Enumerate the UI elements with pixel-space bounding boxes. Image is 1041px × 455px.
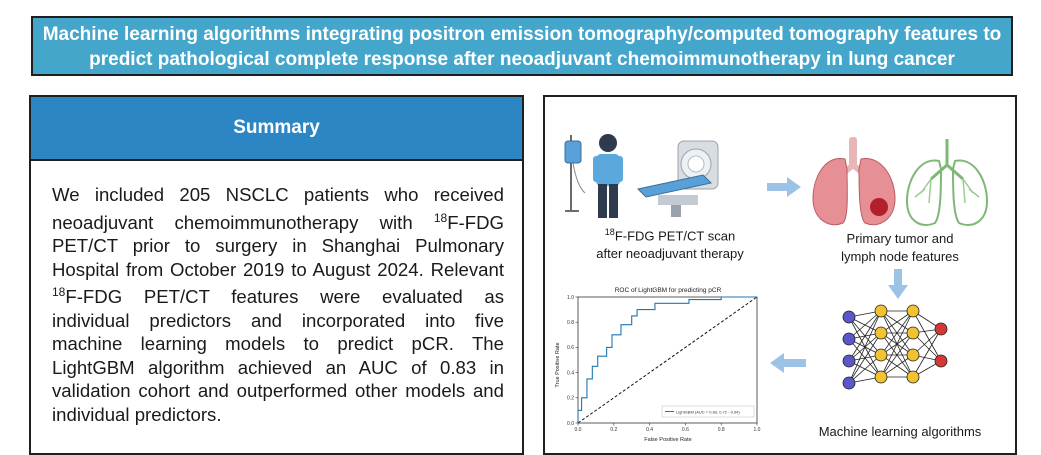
roc-legend-label: LightGBM (AUC = 0.83, 0.72 - 0.94) [676, 409, 740, 414]
roc-x-tick-label: 0.0 [575, 427, 582, 433]
nn-connection [848, 332, 882, 384]
ct-scanner-icon [636, 140, 719, 217]
nn-hidden-node [874, 304, 888, 318]
nn-connection [848, 310, 882, 340]
roc-x-axis-label: False Positive Rate [644, 437, 691, 443]
roc-y-tick-label: 0.2 [567, 396, 574, 402]
features-label-line-2: lymph node features [841, 249, 959, 264]
down-arrow-icon [888, 269, 908, 299]
features-label: Primary tumor and lymph node features [815, 230, 985, 266]
patient-icon [593, 134, 623, 218]
nn-input-node [842, 354, 856, 368]
roc-x-tick-label: 0.8 [718, 427, 725, 433]
title-banner: Machine learning algorithms integrating … [31, 16, 1013, 76]
roc-chart-title: ROC of LightGBM for predicting pCR [615, 287, 722, 294]
pet-ct-scan-illustration [564, 134, 719, 218]
nn-connection [912, 310, 942, 362]
roc-curve-lightgbm [577, 296, 757, 423]
roc-x-tick-label: 1.0 [754, 427, 761, 433]
nn-connection [880, 332, 914, 378]
scan-superscript: 18 [604, 227, 615, 237]
roc-y-tick-label: 0.6 [567, 345, 574, 351]
nn-hidden-node [874, 326, 888, 340]
lymph-node-icon [905, 139, 989, 226]
roc-y-tick-label: 0.0 [567, 421, 574, 427]
nn-connection [880, 310, 914, 378]
nn-input-node [842, 376, 856, 390]
nn-output-node [934, 322, 948, 336]
roc-x-tick-label: 0.6 [682, 427, 689, 433]
nn-hidden-node [874, 370, 888, 384]
ml-label: Machine learning algorithms [818, 424, 982, 439]
nn-connection [848, 310, 882, 384]
nn-connection [848, 310, 882, 362]
scan-label: 18F-FDG PET/CT scan after neoadjuvant the… [559, 223, 781, 263]
scan-label-line-1: F-FDG PET/CT scan [614, 228, 736, 244]
roc-y-axis-label: True Positive Rate [555, 342, 561, 387]
summary-text-c: F-FDG PET/CT features were evaluated as … [52, 286, 504, 425]
nn-hidden-node [874, 348, 888, 362]
right-arrow-icon [767, 177, 801, 197]
figure-panel: 18F-FDG PET/CT scan after neoadjuvant the… [543, 95, 1017, 455]
roc-x-tick-label: 0.4 [646, 427, 653, 433]
nn-connection [912, 332, 942, 362]
roc-y-tick-label: 1.0 [567, 295, 574, 301]
summary-text-b: F-FDG PET/CT prior to surgery in Shangha… [52, 211, 504, 280]
nn-connection [912, 328, 942, 378]
summary-text-a: We included 205 NSCLC patients who recei… [52, 184, 504, 233]
roc-chart: ROC of LightGBM for predicting pCR False… [555, 287, 761, 443]
nn-hidden-node [906, 370, 920, 384]
roc-legend-box [661, 405, 755, 418]
nn-connection [880, 310, 914, 356]
summary-paragraph: We included 205 NSCLC patients who recei… [52, 183, 504, 426]
roc-x-tick-label: 0.2 [610, 427, 617, 433]
summary-panel: Summary We included 205 NSCLC patients w… [29, 95, 524, 455]
roc-y-tick-label: 0.4 [567, 370, 574, 376]
title-line-2: predict pathological complete response a… [89, 49, 955, 70]
nn-connection [880, 354, 914, 378]
roc-chance-line [577, 296, 758, 424]
nn-hidden-node [906, 348, 920, 362]
nn-input-node [842, 332, 856, 346]
nn-hidden-node [906, 326, 920, 340]
lungs-illustration [812, 137, 989, 226]
nn-output-node [934, 354, 948, 368]
iv-drip-icon [564, 135, 586, 212]
superscript-18: 18 [52, 285, 66, 300]
title-line-1: Machine learning algorithms integrating … [42, 24, 1002, 45]
features-label-line-1: Primary tumor and [846, 231, 954, 246]
neural-network-diagram [842, 304, 948, 390]
nn-input-node [842, 310, 856, 324]
nn-connection [880, 310, 914, 334]
roc-y-tick-label: 0.8 [567, 320, 574, 326]
summary-heading: Summary [31, 97, 522, 161]
lung-tumor-icon [812, 137, 896, 226]
left-arrow-icon [770, 353, 806, 373]
scan-label-line-2: after neoadjuvant therapy [596, 246, 744, 262]
nn-connection [848, 354, 882, 384]
nn-hidden-node [906, 304, 920, 318]
superscript-18: 18 [433, 210, 448, 225]
